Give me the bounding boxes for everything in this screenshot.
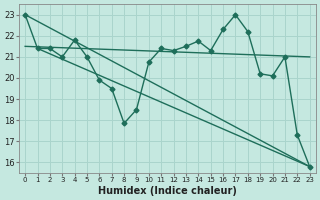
X-axis label: Humidex (Indice chaleur): Humidex (Indice chaleur): [98, 186, 237, 196]
